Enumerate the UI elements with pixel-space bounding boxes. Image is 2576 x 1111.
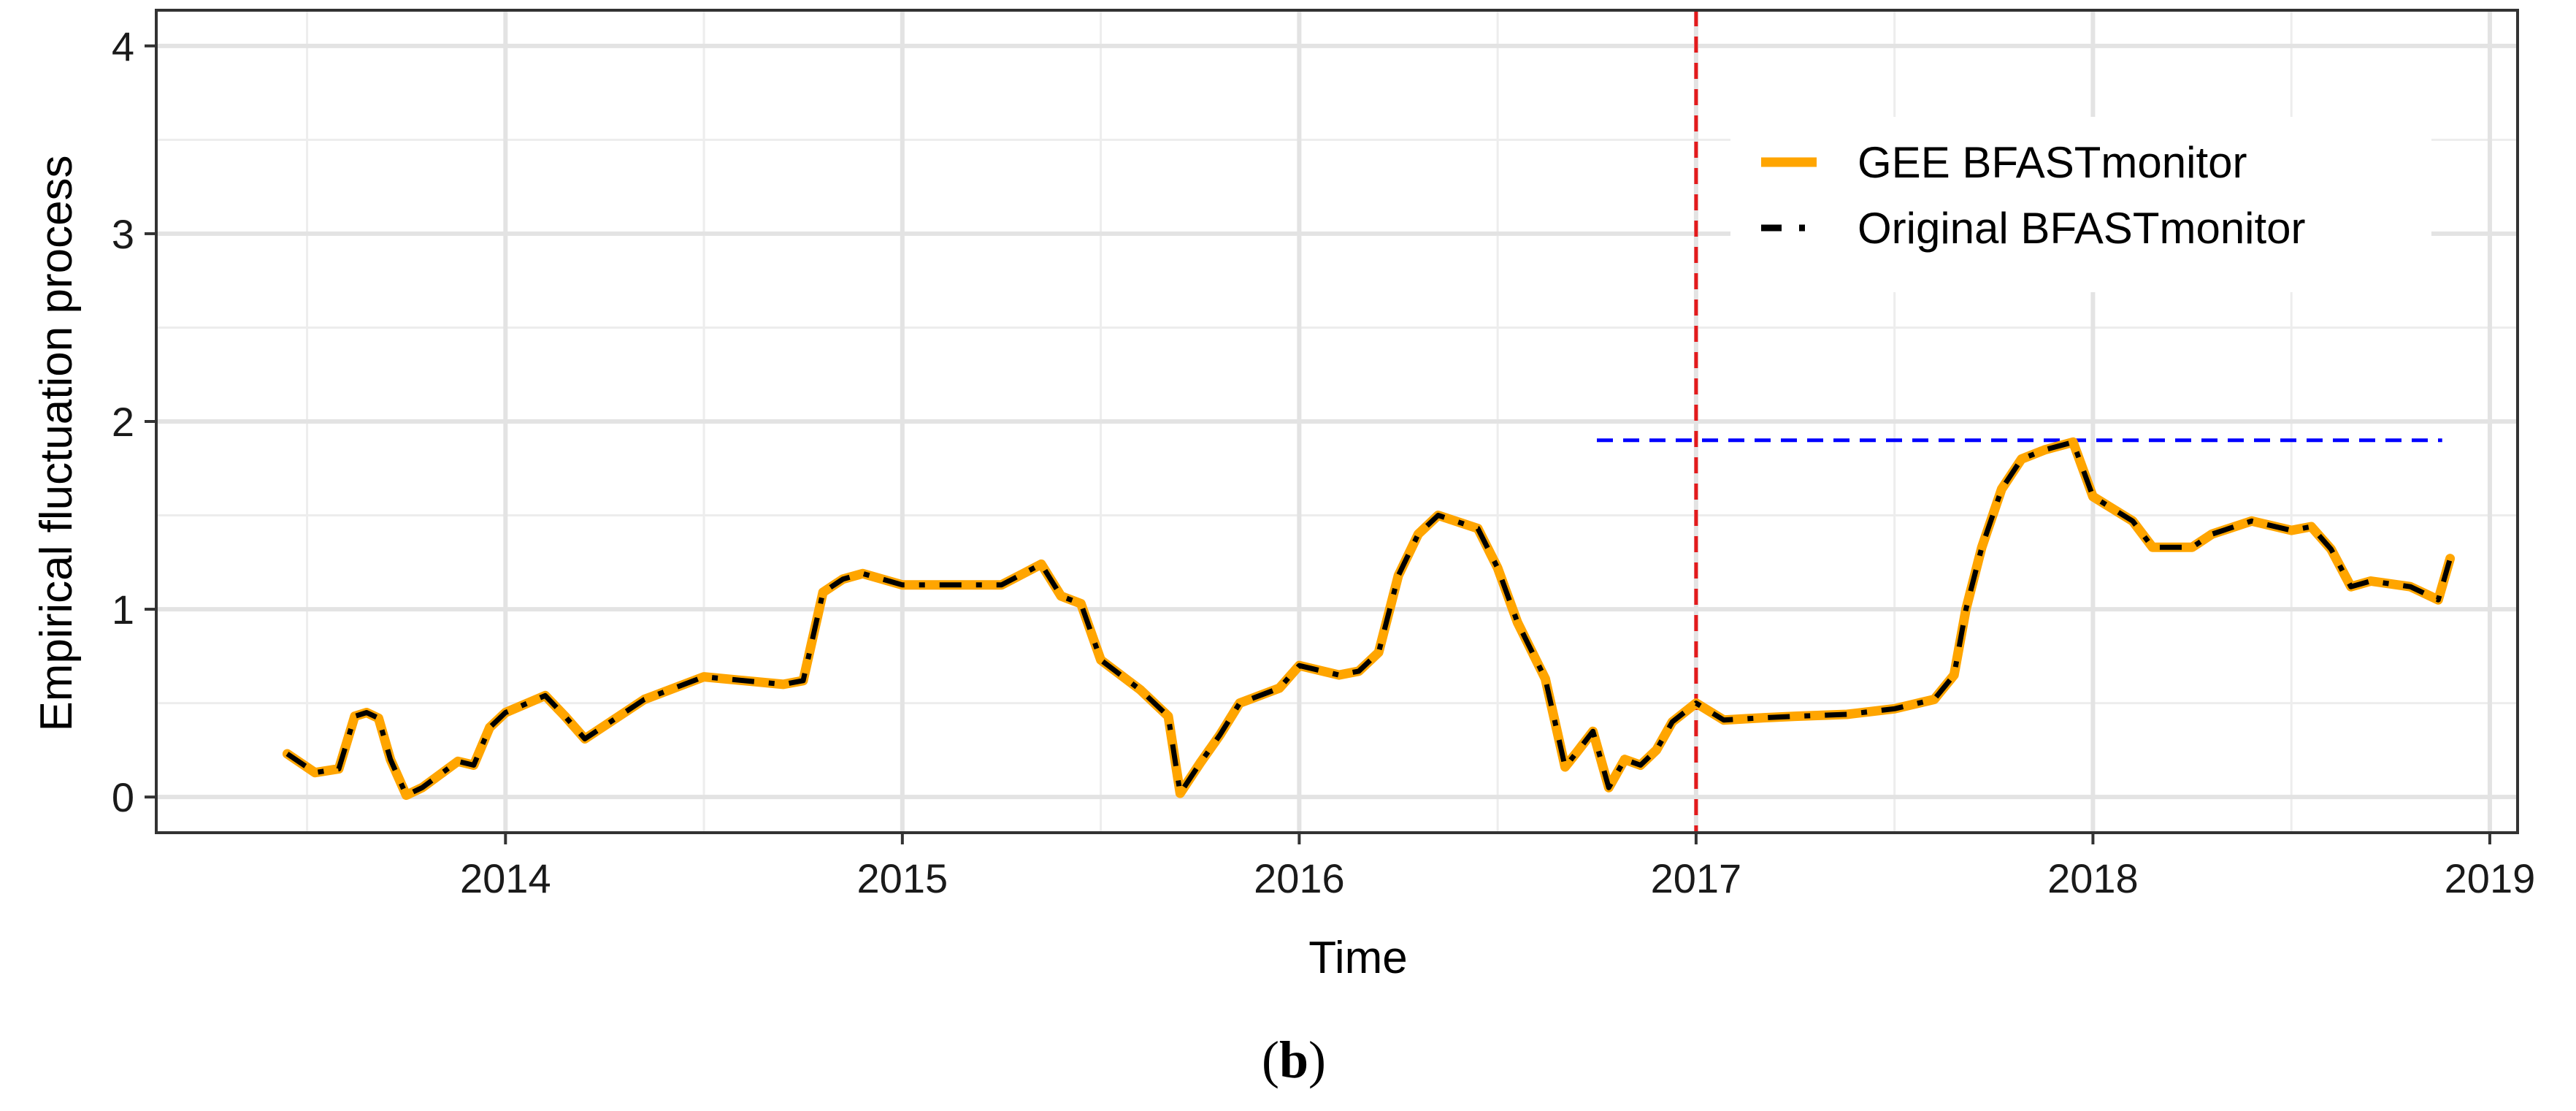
x-tick-label: 2015: [857, 855, 948, 901]
legend: GEE BFASTmonitor Original BFASTmonitor: [1730, 117, 2431, 292]
legend-background: [1730, 117, 2431, 292]
y-tick-label: 4: [112, 23, 134, 69]
y-tick-label: 3: [112, 211, 134, 257]
x-tick-label: 2017: [1651, 855, 1742, 901]
caption-close-paren: ): [1308, 1031, 1326, 1089]
x-tick-label: 2018: [2047, 855, 2139, 901]
x-axis-title: Time: [1308, 933, 1407, 983]
x-tick-label: 2019: [2445, 855, 2536, 901]
series-line-gee-bfastmonitor: [282, 437, 2456, 801]
x-tick-label: 2014: [460, 855, 551, 901]
y-tick-label: 0: [112, 774, 134, 820]
y-axis-title: Empirical fluctuation process: [31, 155, 82, 731]
x-axis: 2014 2015 2016 2017 2018 2019: [460, 833, 2535, 901]
series-layer: [282, 437, 2456, 801]
x-tick-label: 2016: [1254, 855, 1345, 901]
y-tick-label: 1: [112, 587, 134, 633]
legend-label-gee-bfastmonitor: GEE BFASTmonitor: [1858, 138, 2247, 187]
caption-letter: b: [1279, 1031, 1308, 1089]
y-tick-label: 2: [112, 399, 134, 445]
y-axis: 0 1 2 3 4: [112, 23, 156, 820]
caption-open-paren: (: [1262, 1031, 1279, 1089]
annotations: [1597, 10, 2442, 833]
series-line-original-bfastmonitor: [285, 439, 2453, 798]
legend-label-original-bfastmonitor: Original BFASTmonitor: [1858, 204, 2306, 253]
figure-caption: (b): [1262, 1031, 1326, 1089]
